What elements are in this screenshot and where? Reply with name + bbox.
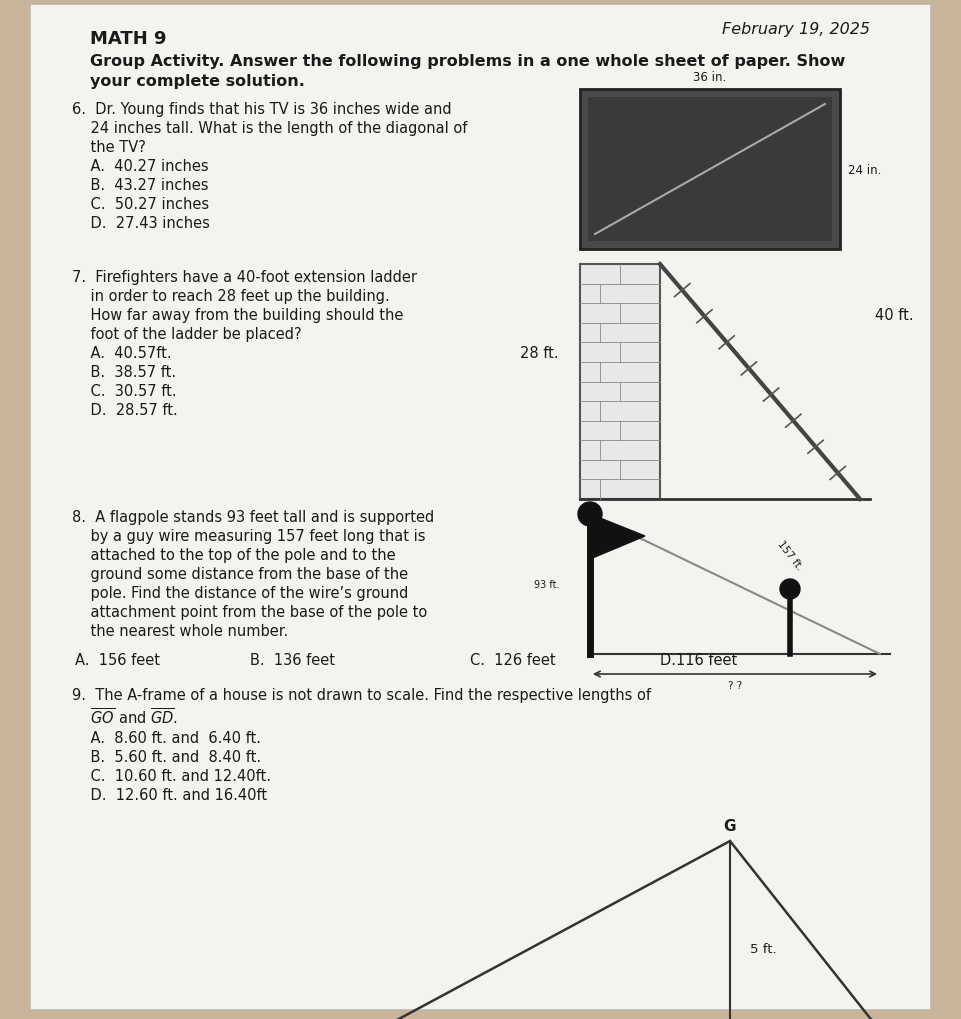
Text: ? ?: ? ? (727, 681, 741, 690)
Text: A.  40.57ft.: A. 40.57ft. (72, 345, 171, 361)
Text: foot of the ladder be placed?: foot of the ladder be placed? (72, 327, 302, 341)
Text: G: G (723, 818, 735, 834)
Text: Group Activity. Answer the following problems in a one whole sheet of paper. Sho: Group Activity. Answer the following pro… (90, 54, 845, 69)
Text: ground some distance from the base of the: ground some distance from the base of th… (72, 567, 407, 582)
Text: the TV?: the TV? (72, 140, 146, 155)
Text: attachment point from the base of the pole to: attachment point from the base of the po… (72, 604, 427, 620)
Bar (587, 98, 831, 242)
Text: A.  40.27 inches: A. 40.27 inches (72, 159, 209, 174)
Text: 8.  A flagpole stands 93 feet tall and is supported: 8. A flagpole stands 93 feet tall and is… (72, 510, 433, 525)
Text: D.116 feet: D.116 feet (659, 652, 736, 667)
Text: A.  8.60 ft. and  6.40 ft.: A. 8.60 ft. and 6.40 ft. (72, 731, 260, 745)
Text: 24 inches tall. What is the length of the diagonal of: 24 inches tall. What is the length of th… (72, 121, 467, 136)
Text: 157 ft.: 157 ft. (775, 538, 803, 572)
Polygon shape (589, 515, 644, 559)
Text: D.  27.43 inches: D. 27.43 inches (72, 216, 209, 230)
Text: 93 ft.: 93 ft. (534, 580, 559, 589)
Text: MATH 9: MATH 9 (90, 30, 166, 48)
Circle shape (578, 502, 602, 527)
Text: February 19, 2025: February 19, 2025 (722, 22, 869, 37)
Text: How far away from the building should the: How far away from the building should th… (72, 308, 403, 323)
Bar (579, 265, 659, 499)
Text: 36 in.: 36 in. (693, 71, 726, 84)
Text: 9.  The A-frame of a house is not drawn to scale. Find the respective lengths of: 9. The A-frame of a house is not drawn t… (72, 688, 651, 702)
Text: A.  156 feet: A. 156 feet (75, 652, 160, 667)
Text: D.  28.57 ft.: D. 28.57 ft. (72, 403, 178, 418)
Text: 24 in.: 24 in. (847, 163, 880, 176)
Text: in order to reach 28 feet up the building.: in order to reach 28 feet up the buildin… (72, 288, 389, 304)
Text: B.  5.60 ft. and  8.40 ft.: B. 5.60 ft. and 8.40 ft. (72, 749, 260, 764)
Text: pole. Find the distance of the wire’s ground: pole. Find the distance of the wire’s gr… (72, 586, 408, 600)
Text: D.  12.60 ft. and 16.40ft: D. 12.60 ft. and 16.40ft (72, 788, 267, 802)
Text: 28 ft.: 28 ft. (520, 345, 558, 361)
Circle shape (779, 580, 800, 599)
Bar (579, 90, 839, 250)
Text: by a guy wire measuring 157 feet long that is: by a guy wire measuring 157 feet long th… (72, 529, 425, 543)
Text: B.  38.57 ft.: B. 38.57 ft. (72, 365, 176, 380)
Text: the nearest whole number.: the nearest whole number. (72, 624, 288, 638)
Text: C.  50.27 inches: C. 50.27 inches (72, 197, 209, 212)
Text: 40 ft.: 40 ft. (875, 308, 913, 323)
Text: $\overline{GO}$ and $\overline{GD}$.: $\overline{GO}$ and $\overline{GD}$. (72, 706, 178, 727)
Text: attached to the top of the pole and to the: attached to the top of the pole and to t… (72, 547, 395, 562)
Text: your complete solution.: your complete solution. (90, 74, 305, 89)
Text: C.  10.60 ft. and 12.40ft.: C. 10.60 ft. and 12.40ft. (72, 768, 271, 784)
Text: 6.  Dr. Young finds that his TV is 36 inches wide and: 6. Dr. Young finds that his TV is 36 inc… (72, 102, 451, 117)
Text: B.  43.27 inches: B. 43.27 inches (72, 178, 209, 193)
Text: 5 ft.: 5 ft. (750, 943, 776, 955)
Text: 7.  Firefighters have a 40-foot extension ladder: 7. Firefighters have a 40-foot extension… (72, 270, 416, 284)
Text: C.  30.57 ft.: C. 30.57 ft. (72, 383, 177, 398)
Text: B.  136 feet: B. 136 feet (250, 652, 334, 667)
Text: C.  126 feet: C. 126 feet (470, 652, 555, 667)
